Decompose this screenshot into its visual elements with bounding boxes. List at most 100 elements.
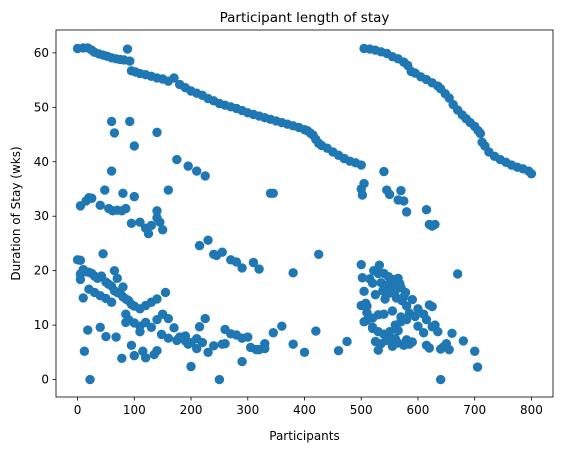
data-point [299, 347, 310, 358]
data-point [79, 346, 90, 356]
data-point [192, 343, 202, 354]
data-point [112, 273, 122, 283]
data-point [192, 166, 202, 176]
chart-title: Participant length of stay [220, 10, 390, 26]
data-point [129, 141, 139, 151]
x-tick-label: 100 [123, 403, 146, 417]
data-point [427, 301, 437, 312]
data-point [129, 191, 139, 202]
x-tick-label: 500 [350, 403, 373, 417]
data-point [75, 274, 86, 285]
data-point [83, 325, 93, 335]
data-point [126, 218, 137, 228]
data-point [200, 313, 210, 324]
data-point [399, 196, 409, 206]
data-point [356, 259, 366, 270]
data-point [106, 297, 117, 307]
data-point [152, 346, 162, 356]
x-tick-label: 300 [236, 403, 259, 417]
data-point [169, 323, 179, 333]
data-point [359, 178, 369, 189]
data-point [311, 326, 321, 336]
data-point [106, 166, 117, 176]
data-point [373, 326, 383, 337]
data-point [384, 326, 395, 337]
data-point [163, 185, 174, 195]
data-point [200, 171, 210, 181]
data-point [384, 189, 395, 200]
data-point [146, 220, 157, 231]
data-point [172, 154, 182, 165]
data-point [118, 282, 128, 292]
data-point [260, 343, 270, 354]
data-point [122, 44, 133, 54]
data-point [121, 317, 131, 328]
data-point [288, 339, 298, 349]
data-point [401, 314, 412, 325]
data-point [526, 169, 537, 179]
data-point [390, 320, 400, 330]
data-point [78, 293, 88, 303]
data-point [413, 321, 423, 331]
data-point [342, 336, 352, 347]
data-point [186, 361, 196, 372]
y-tick-label: 50 [34, 100, 49, 114]
y-tick-label: 10 [34, 318, 49, 332]
data-point [140, 353, 151, 363]
data-point [146, 322, 157, 332]
data-point [152, 127, 162, 138]
x-tick-label: 800 [520, 403, 543, 417]
data-point [163, 313, 174, 324]
data-point [135, 326, 145, 337]
data-point [268, 328, 278, 338]
data-point [379, 166, 389, 177]
x-tick-label: 700 [463, 403, 486, 417]
data-point [268, 188, 278, 199]
data-point [126, 340, 137, 350]
data-point [129, 350, 139, 361]
data-point [87, 193, 97, 203]
data-point [472, 362, 483, 372]
data-point [433, 326, 443, 337]
data-point [379, 309, 389, 319]
data-point [248, 257, 259, 268]
data-point [452, 269, 463, 279]
data-point [101, 331, 111, 342]
data-point [152, 206, 162, 216]
data-points [72, 43, 537, 385]
data-point [163, 333, 174, 343]
data-point [203, 347, 213, 358]
data-point [407, 294, 417, 305]
data-point [117, 353, 127, 364]
data-point [407, 337, 417, 347]
plot-frame [55, 29, 554, 398]
data-point [220, 338, 230, 349]
data-point [359, 286, 369, 297]
y-tick-label: 30 [34, 209, 49, 223]
data-point [203, 235, 213, 245]
data-point [387, 306, 398, 316]
data-point [237, 356, 247, 367]
data-point [435, 374, 446, 385]
y-axis-ticks: 0 10 20 30 40 50 60 [34, 46, 56, 387]
x-axis-ticks: 0 100 200 300 400 500 600 700 800 [74, 397, 543, 417]
data-point [125, 116, 135, 127]
data-point [109, 128, 120, 138]
data-point [421, 204, 432, 215]
data-point [401, 207, 412, 217]
y-tick-label: 60 [34, 46, 49, 60]
data-point [424, 343, 435, 353]
data-point [421, 314, 432, 325]
data-point [75, 255, 86, 266]
x-tick-label: 200 [180, 403, 203, 417]
data-point [160, 287, 171, 298]
data-point [111, 332, 121, 342]
x-tick-label: 0 [74, 403, 82, 417]
data-point [288, 268, 298, 278]
data-point [100, 185, 110, 195]
data-point [444, 344, 454, 355]
data-point [333, 346, 344, 356]
data-point [400, 287, 411, 298]
data-point [143, 228, 154, 239]
